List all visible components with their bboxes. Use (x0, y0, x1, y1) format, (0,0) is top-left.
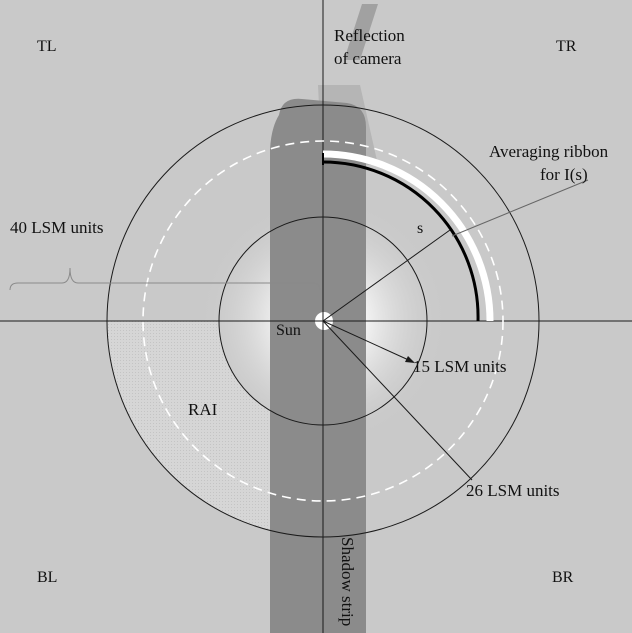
quadrant-label-bl: BL (37, 569, 57, 586)
averaging-ribbon-black (322, 160, 480, 322)
quadrant-label-br: BR (552, 569, 574, 586)
arc-parameter-label: s (417, 220, 423, 237)
camera-reflection-label-line2: of camera (334, 49, 402, 68)
sun-label: Sun (276, 322, 301, 339)
camera-arm-reflection (344, 4, 378, 60)
averaging-ribbon-white (322, 150, 494, 322)
quadrant-label-tl: TL (37, 38, 57, 55)
radius-15 (322, 320, 414, 363)
averaging-ribbon-label-line2: for I(s) (540, 165, 588, 184)
outer-circle-26 (106, 104, 540, 538)
quadrant-label-tr: TR (556, 38, 577, 55)
averaging-ribbon-label-line1: Averaging ribbon (489, 142, 609, 161)
dashed-circle (142, 140, 504, 502)
rai-label: RAI (188, 400, 218, 419)
dimension-label-40: 40 LSM units (10, 218, 104, 237)
camera-reflection-label-line1: Reflection (334, 26, 405, 45)
shadow-strip-label: Shadow strip (338, 537, 357, 626)
brace-40 (9, 267, 321, 291)
ribbon-pointer (451, 179, 589, 237)
radius-to-ribbon (322, 229, 451, 322)
radius-15-arrowhead (405, 356, 415, 363)
dimension-label-15: 15 LSM units (413, 357, 507, 376)
dimension-label-26: 26 LSM units (466, 481, 560, 500)
rai-region (107, 321, 323, 537)
inner-circle-15 (218, 216, 428, 426)
radius-26 (322, 320, 473, 481)
